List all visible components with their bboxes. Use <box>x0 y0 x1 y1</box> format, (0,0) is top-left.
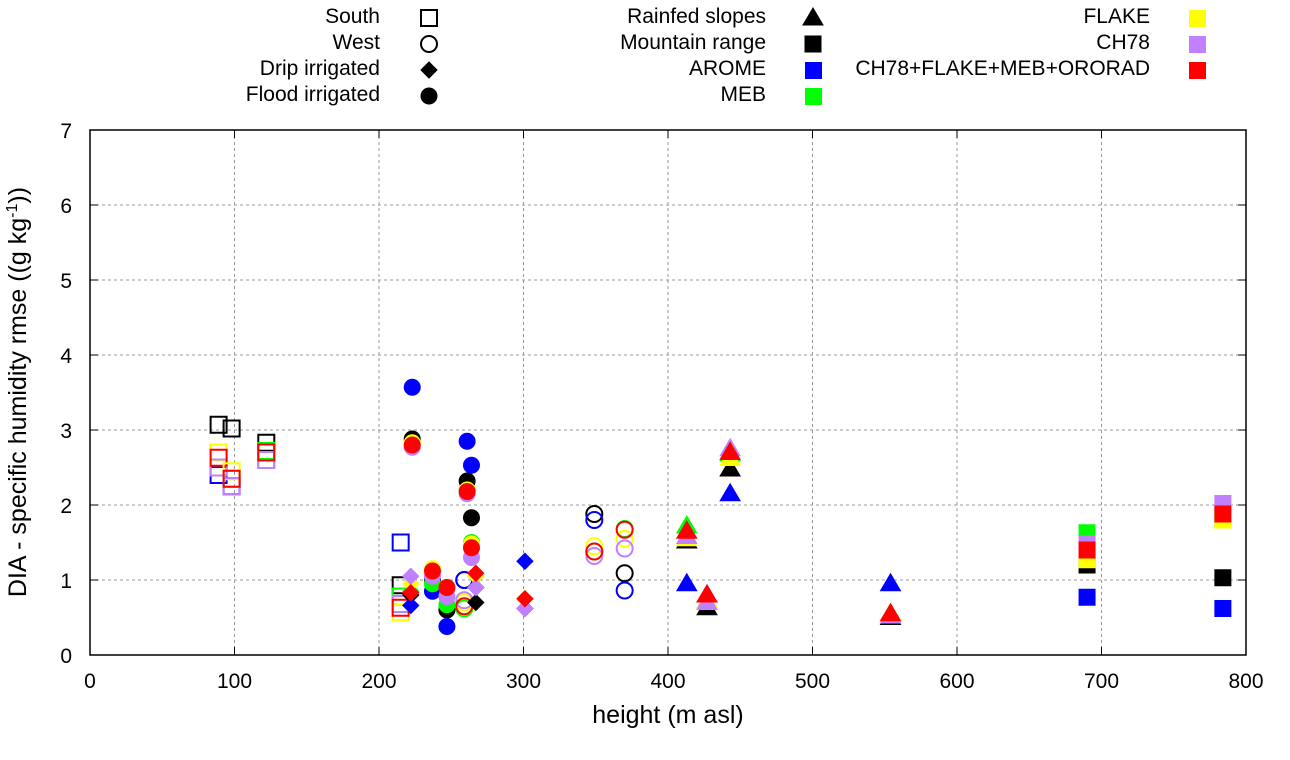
y-tick-label: 3 <box>60 420 72 443</box>
data-point-rainfed-slopes <box>675 572 698 592</box>
legend-label: FLAKE <box>1083 5 1150 28</box>
legend-marker-circle-icon <box>420 87 438 105</box>
y-tick-label: 4 <box>60 345 72 368</box>
data-points <box>209 378 1232 635</box>
data-point-west <box>585 537 604 556</box>
axis-ticks: 0 100 200 300 400 500 600 700 800 0 1 2 3 4 5 6 7 <box>60 120 1263 693</box>
data-point-rainfed-slopes <box>696 584 718 603</box>
data-point-south <box>391 533 410 552</box>
legend-marker-square-icon <box>804 35 822 53</box>
legend-marker-diamond-icon <box>420 61 438 79</box>
data-point-mountain-range <box>1214 505 1232 523</box>
data-point-flood-irrigated <box>423 562 441 580</box>
data-point-west <box>615 529 634 548</box>
x-tick-label: 400 <box>650 670 685 693</box>
x-tick-label: 600 <box>939 670 974 693</box>
x-tick-label: 200 <box>361 670 396 693</box>
data-point-south <box>209 448 228 467</box>
data-point-flood-irrigated <box>462 509 480 527</box>
data-point-west <box>585 505 604 523</box>
x-tick-label: 800 <box>1228 670 1263 693</box>
legend-label: Drip irrigated <box>260 57 380 80</box>
data-point-flood-irrigated <box>403 378 421 396</box>
data-point-rainfed-slopes <box>879 602 902 622</box>
data-point-drip-irrigated <box>516 590 534 608</box>
data-point-flood-irrigated <box>438 579 456 596</box>
legend-label: West <box>333 31 381 54</box>
data-point-south <box>209 443 228 462</box>
data-point-mountain-range <box>1214 600 1232 617</box>
data-point-flood-irrigated <box>462 456 480 474</box>
data-point-mountain-range <box>1078 541 1096 559</box>
y-tick-label: 6 <box>60 195 72 218</box>
data-point-drip-irrigated <box>467 564 485 582</box>
legend-marker-circle-open-icon <box>420 35 438 53</box>
data-point-west <box>615 581 634 600</box>
data-point-mountain-range <box>1214 569 1232 587</box>
data-point-flood-irrigated <box>462 539 480 557</box>
data-point-south <box>209 415 228 434</box>
data-point-rainfed-slopes <box>719 441 742 460</box>
data-point-south <box>209 443 228 462</box>
legend-label: Rainfed slopes <box>627 5 766 28</box>
legend-color-swatch-icon <box>805 62 822 79</box>
data-point-flood-irrigated <box>403 436 421 454</box>
y-tick-label: 7 <box>60 120 72 143</box>
legend-label: CH78 <box>1096 31 1150 54</box>
data-point-drip-irrigated <box>402 596 420 615</box>
legend-label: MEB <box>720 83 766 106</box>
legend-color-swatch-icon <box>805 88 822 105</box>
y-axis-label: DIA - specific humidity rmse ((g kg-1)) <box>4 187 32 597</box>
data-point-west <box>585 511 604 529</box>
data-point-west <box>615 520 634 539</box>
y-tick-label: 2 <box>60 495 72 518</box>
legend-marker-triangle-icon <box>802 7 824 26</box>
data-point-south <box>222 419 241 438</box>
grid-lines <box>90 130 1246 655</box>
legend-color-swatch-icon <box>1189 10 1206 27</box>
data-point-rainfed-slopes <box>719 482 742 502</box>
legend-label: Mountain range <box>620 31 766 54</box>
legend-label: CH78+FLAKE+MEB+ORORAD <box>855 57 1150 80</box>
y-tick-label: 0 <box>60 645 72 668</box>
legend-marker-square-open-icon <box>420 9 438 27</box>
data-point-rainfed-slopes <box>675 520 698 539</box>
data-point-flood-irrigated <box>458 432 476 450</box>
data-point-rainfed-slopes <box>719 458 742 477</box>
data-point-drip-irrigated <box>467 593 485 612</box>
data-point-drip-irrigated <box>467 578 485 597</box>
data-point-south <box>222 469 241 488</box>
legend-color-swatch-icon <box>1189 62 1206 79</box>
data-point-mountain-range <box>1078 588 1096 606</box>
data-point-south <box>257 443 276 462</box>
legend-label: South <box>325 5 380 28</box>
data-point-drip-irrigated <box>516 552 534 570</box>
x-tick-label: 100 <box>217 670 252 693</box>
legend-color-swatch-icon <box>1189 36 1206 53</box>
data-point-west <box>615 539 634 558</box>
data-point-west <box>615 564 634 583</box>
x-tick-label: 300 <box>506 670 541 693</box>
legend-label: AROME <box>689 57 766 80</box>
data-point-south <box>209 458 228 477</box>
legend: South West Drip irrigated Flood irrigated Ra… <box>246 5 1206 106</box>
x-axis-label: height (m asl) <box>592 701 743 729</box>
data-point-flood-irrigated <box>458 483 476 500</box>
data-point-drip-irrigated <box>516 599 534 618</box>
data-point-drip-irrigated <box>402 584 420 602</box>
x-tick-label: 500 <box>795 670 830 693</box>
data-point-rainfed-slopes <box>879 572 902 592</box>
y-tick-label: 1 <box>60 570 72 593</box>
data-point-flood-irrigated <box>438 618 456 635</box>
x-tick-label: 0 <box>84 670 96 693</box>
data-point-west <box>585 542 604 561</box>
legend-label: Flood irrigated <box>246 83 380 106</box>
y-tick-label: 5 <box>60 270 72 293</box>
data-point-west <box>585 547 604 565</box>
x-tick-label: 700 <box>1084 670 1119 693</box>
